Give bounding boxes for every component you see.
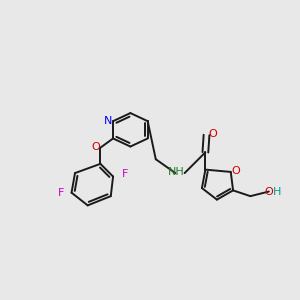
Text: F: F	[122, 169, 128, 179]
Text: O: O	[92, 142, 100, 152]
Text: O: O	[265, 187, 273, 196]
Text: O: O	[231, 166, 240, 176]
Text: H: H	[273, 187, 281, 196]
Text: F: F	[58, 188, 64, 198]
Text: O: O	[208, 129, 217, 139]
Text: N: N	[104, 116, 112, 126]
Text: NH: NH	[168, 167, 185, 177]
